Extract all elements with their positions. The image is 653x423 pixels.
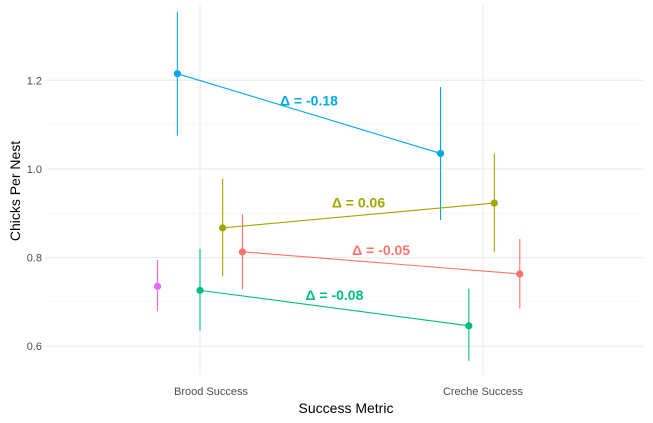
delta-label: Δ = 0.06 (332, 194, 385, 210)
data-point (490, 199, 498, 207)
data-point (516, 270, 524, 278)
y-tick-label: 1.2 (27, 75, 42, 87)
x-axis-ticks: Brood Success Creche Success (174, 386, 524, 398)
data-point (153, 282, 162, 290)
y-axis-title: Chicks Per Nest (7, 141, 23, 241)
data-point (436, 149, 445, 158)
data-point (173, 70, 181, 78)
series-lines (177, 73, 520, 327)
delta-label: Δ = -0.08 (305, 287, 363, 303)
delta-label: Δ = -0.18 (280, 93, 338, 109)
y-tick-label: 0.8 (27, 253, 42, 265)
y-tick-label: 1.0 (27, 164, 42, 176)
grid (46, 5, 643, 375)
series-line (177, 73, 441, 154)
series-line (242, 251, 520, 275)
data-point (219, 224, 227, 232)
delta-label: Δ = -0.05 (352, 242, 410, 258)
y-tick-label: 0.6 (27, 341, 42, 353)
series-line (222, 202, 495, 229)
data-point (238, 248, 247, 256)
x-tick-label: Brood Success (174, 386, 248, 398)
x-axis-title: Success Metric (299, 400, 394, 416)
x-tick-label: Creche Success (443, 386, 524, 398)
y-axis-ticks: 0.6 0.8 1.0 1.2 (27, 75, 42, 353)
data-point (196, 286, 204, 294)
delta-labels: Δ = -0.18 Δ = 0.06 Δ = -0.05 Δ = -0.08 (280, 93, 410, 304)
series-line (199, 289, 469, 327)
data-point (465, 322, 473, 330)
data-points (153, 70, 524, 330)
